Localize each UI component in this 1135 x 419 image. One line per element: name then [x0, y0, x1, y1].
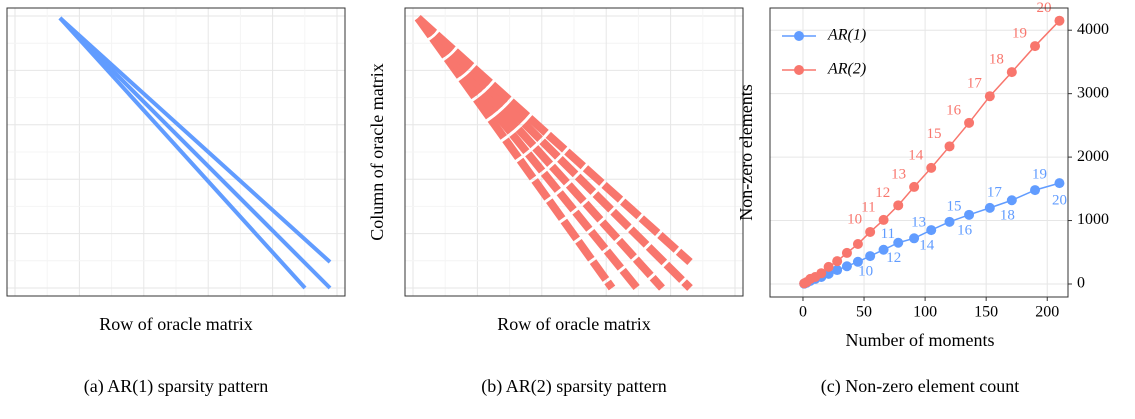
point-label: 19	[1032, 167, 1047, 183]
point-label: 11	[861, 199, 875, 215]
y-tick-label: 3000	[1077, 84, 1109, 101]
sparsity-band	[58, 16, 332, 290]
x-tick-label: 50	[856, 304, 872, 321]
point-label: 20	[1052, 193, 1067, 209]
plot-background	[770, 8, 1068, 297]
point-label: 11	[881, 226, 895, 242]
x-tick-label: 100	[913, 304, 937, 321]
y-tick-label: 4000	[1077, 21, 1109, 38]
point-label: 18	[989, 52, 1004, 68]
point-label: 17	[967, 76, 983, 92]
x-axis-title: Row of oracle matrix	[497, 314, 650, 334]
point-label: 12	[886, 250, 901, 266]
x-axis-title: Row of oracle matrix	[99, 314, 252, 334]
data-point	[1006, 195, 1017, 206]
data-point	[832, 265, 843, 276]
legend-marker	[794, 31, 804, 41]
point-label: 12	[875, 185, 890, 201]
data-point	[964, 117, 975, 128]
point-label: 15	[927, 126, 942, 142]
data-point	[926, 162, 937, 173]
data-point	[944, 216, 955, 227]
caption: (c) Non-zero element count	[821, 376, 1019, 397]
data-point	[878, 214, 889, 225]
y-tick-label: 1000	[1077, 211, 1109, 228]
data-point	[1006, 67, 1017, 78]
x-axis-title: Number of moments	[846, 330, 995, 350]
data-point	[823, 268, 834, 279]
plot-border	[769, 7, 1069, 298]
data-point	[841, 247, 852, 258]
point-label: 16	[957, 222, 973, 238]
y-tick-label: 0	[1077, 275, 1085, 292]
data-point	[893, 237, 904, 248]
data-point	[832, 256, 843, 267]
caption: (b) AR(2) sparsity pattern	[481, 376, 666, 397]
data-point	[944, 141, 955, 152]
sparsity-band	[58, 16, 307, 290]
data-point	[823, 261, 834, 272]
data-point	[865, 226, 876, 237]
data-point	[816, 268, 827, 279]
data-point	[1030, 41, 1041, 52]
x-tick-label: 150	[974, 304, 998, 321]
point-label: 14	[908, 147, 924, 163]
point-label: 17	[987, 184, 1003, 200]
data-point	[878, 244, 889, 255]
point-label: 19	[1012, 26, 1027, 42]
data-point	[852, 239, 863, 250]
data-point	[984, 91, 995, 102]
point-label: 15	[947, 198, 962, 214]
point-label: 14	[919, 238, 935, 254]
legend-label: AR(2)	[827, 61, 866, 78]
data-point	[1054, 15, 1065, 26]
data-point	[984, 202, 995, 213]
legend-marker	[794, 65, 804, 75]
point-label: 13	[891, 166, 906, 182]
plot-border	[404, 7, 744, 297]
data-point	[909, 233, 920, 244]
sparsity-band	[58, 16, 332, 264]
point-label: 13	[911, 215, 926, 231]
data-point	[893, 200, 904, 211]
caption: (a) AR(1) sparsity pattern	[84, 376, 268, 397]
data-point	[865, 251, 876, 262]
point-label: 18	[1000, 208, 1015, 224]
data-point	[926, 225, 937, 236]
plot-border	[6, 7, 346, 297]
data-point	[1030, 185, 1041, 196]
x-tick-label: 200	[1035, 304, 1059, 321]
y-axis-title: Non-zero elements	[736, 84, 756, 220]
point-label: 10	[847, 211, 862, 227]
point-label: 16	[946, 102, 962, 118]
data-point	[852, 256, 863, 267]
legend-label: AR(1)	[827, 27, 866, 44]
data-point	[841, 261, 852, 272]
x-tick-label: 0	[799, 304, 807, 321]
sparsity-band	[415, 15, 693, 265]
point-label: 10	[858, 264, 873, 280]
data-point	[1054, 178, 1065, 189]
data-point	[964, 209, 975, 220]
y-tick-label: 2000	[1077, 148, 1109, 165]
data-point	[909, 181, 920, 192]
y-axis-title: Column of oracle matrix	[367, 63, 387, 240]
